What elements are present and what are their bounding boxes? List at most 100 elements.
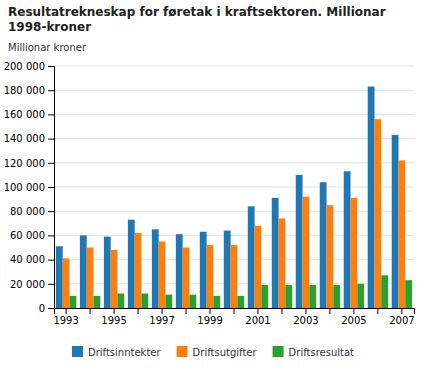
y-tick-mark xyxy=(48,284,54,285)
bar xyxy=(405,280,412,308)
legend-swatch xyxy=(273,346,284,357)
x-tick-mark xyxy=(329,308,330,314)
bar xyxy=(309,285,316,308)
legend-swatch xyxy=(72,346,83,357)
y-tick-mark xyxy=(48,211,54,212)
y-tick-mark xyxy=(48,260,54,261)
x-tick-label: 2001 xyxy=(245,315,270,326)
y-tick-mark xyxy=(48,66,54,67)
x-tick-mark xyxy=(257,308,258,314)
y-tick-label: 0 xyxy=(39,303,45,314)
x-tick-label: 1995 xyxy=(101,315,126,326)
bar xyxy=(285,285,292,308)
x-tick: 1997 xyxy=(149,308,174,326)
bar xyxy=(70,296,77,308)
grid-line xyxy=(54,235,414,236)
title: Resultatrekneskap for føretak i kraftsek… xyxy=(8,5,386,34)
bar xyxy=(56,246,63,308)
y-tick-mark xyxy=(48,235,54,236)
y-tick-mark xyxy=(48,114,54,115)
y-tick-label: 200 000 xyxy=(4,61,45,72)
x-tick: 1999 xyxy=(197,308,222,326)
bar xyxy=(320,182,327,308)
bar xyxy=(135,233,142,308)
legend-item: Driftsresultat xyxy=(273,346,354,358)
x-tick: 2005 xyxy=(341,308,366,326)
x-tick-mark xyxy=(66,308,67,314)
y-tick-mark xyxy=(48,187,54,188)
bar xyxy=(375,119,382,308)
title-line: Resultatrekneskap for føretak i kraftsek… xyxy=(8,5,386,19)
bar xyxy=(357,284,364,308)
y-tick: 40 000 xyxy=(10,254,54,265)
grid-line xyxy=(54,66,414,67)
y-tick-mark xyxy=(48,308,54,309)
x-tick: 2007 xyxy=(389,308,414,326)
bar xyxy=(159,241,166,308)
y-tick-label: 40 000 xyxy=(10,254,45,265)
y-tick-label: 20 000 xyxy=(10,279,45,290)
y-tick: 120 000 xyxy=(4,158,54,169)
bar xyxy=(279,218,286,308)
x-axis: 1993 1995 1997 1999 2001 2003 2005 2007 xyxy=(53,308,414,326)
y-tick-mark xyxy=(48,90,54,91)
x-tick-label: 1999 xyxy=(197,315,222,326)
bar-series xyxy=(63,119,406,308)
x-tick: 1993 xyxy=(53,308,78,326)
bar xyxy=(261,285,268,308)
y-tick-label: 180 000 xyxy=(4,85,45,96)
x-tick xyxy=(186,308,187,314)
x-tick-label: 1993 xyxy=(53,315,78,326)
y-axis-label: Millionar kroner xyxy=(8,42,87,53)
y-tick-mark xyxy=(48,139,54,140)
y-tick-label: 120 000 xyxy=(4,158,45,169)
legend-item: Driftsinntekter xyxy=(72,346,161,358)
x-tick-mark xyxy=(114,308,115,314)
y-tick-mark xyxy=(48,163,54,164)
x-tick-mark xyxy=(353,308,354,314)
y-tick-label: 100 000 xyxy=(4,182,45,193)
bar xyxy=(183,248,190,309)
legend-item: Driftsutgifter xyxy=(177,346,258,358)
x-tick xyxy=(90,308,91,314)
x-tick xyxy=(329,308,330,314)
bar xyxy=(327,205,334,308)
bar-series xyxy=(70,275,413,308)
bar xyxy=(141,293,148,308)
legend-label: Driftsinntekter xyxy=(88,347,161,358)
bar xyxy=(111,250,118,308)
y-axis-line xyxy=(48,67,55,309)
x-tick-mark xyxy=(401,308,402,314)
x-tick: 2003 xyxy=(293,308,318,326)
bar xyxy=(93,296,100,308)
bar xyxy=(255,226,262,308)
y-tick-label: 140 000 xyxy=(4,133,45,144)
x-tick-mark xyxy=(138,308,139,314)
x-tick xyxy=(234,308,235,314)
y-tick: 180 000 xyxy=(4,85,54,96)
legend-label: Driftsutgifter xyxy=(193,347,258,358)
bar xyxy=(248,206,255,308)
x-tick xyxy=(281,308,282,314)
y-tick: 100 000 xyxy=(4,182,54,193)
bar xyxy=(272,198,279,308)
legend: Driftsinntekter Driftsutgifter Driftsresul… xyxy=(72,346,354,358)
x-tick-label: 2007 xyxy=(389,315,414,326)
x-tick-label: 1997 xyxy=(149,315,174,326)
x-tick: 1995 xyxy=(101,308,126,326)
x-tick-mark xyxy=(210,308,211,314)
grid-line xyxy=(54,187,414,188)
legend-label: Driftsresultat xyxy=(289,347,354,358)
x-tick-mark xyxy=(186,308,187,314)
x-tick-mark xyxy=(377,308,378,314)
bar xyxy=(176,234,183,308)
y-axis: 020 00040 00060 00080 000100 000120 0001… xyxy=(4,61,55,314)
bar xyxy=(392,135,399,308)
x-tick-label: 2003 xyxy=(293,315,318,326)
bar xyxy=(128,220,135,308)
bar xyxy=(213,296,220,308)
x-tick-mark xyxy=(90,308,91,314)
bar xyxy=(351,198,358,308)
y-tick: 20 000 xyxy=(10,279,54,290)
x-tick-mark xyxy=(281,308,282,314)
